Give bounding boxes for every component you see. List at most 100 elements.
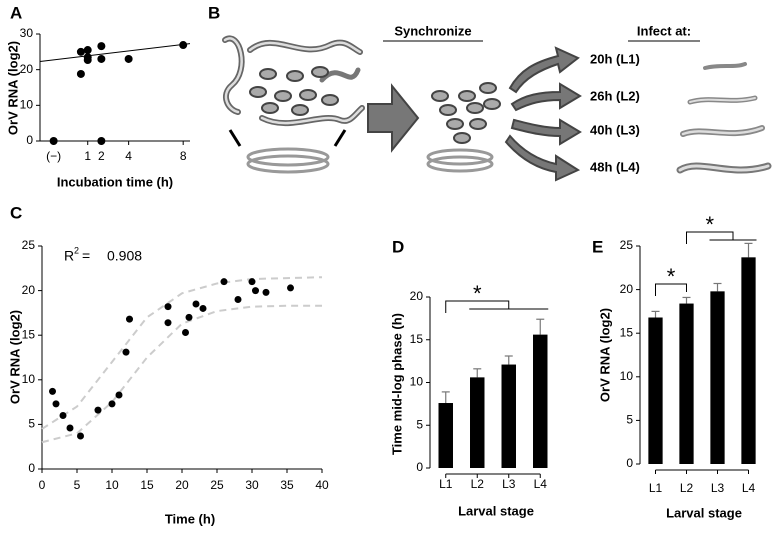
point [185, 313, 193, 321]
y-tick-label: 15 [22, 327, 36, 341]
bar [648, 317, 663, 464]
y-tick-label: 20 [410, 289, 424, 303]
point [76, 47, 85, 56]
significance-bracket [445, 300, 549, 313]
x-tick-label: 0 [39, 478, 46, 492]
point [248, 278, 256, 286]
x-tick-label: 25 [210, 478, 224, 492]
point [192, 300, 200, 308]
y-tick-label: 5 [28, 417, 35, 431]
annotation: 2 [74, 245, 79, 255]
y-tick-label: 15 [410, 332, 424, 346]
significance-label: * [473, 281, 482, 306]
point [77, 432, 84, 440]
y-axis-title: OrV RNA (log2) [7, 310, 22, 404]
x-axis-title: Incubation time (h) [57, 174, 173, 189]
bar [438, 403, 453, 468]
y-axis-title: OrV RNA (log2) [5, 41, 20, 135]
x-tick-label: 8 [180, 149, 187, 163]
point [179, 41, 188, 50]
y-tick-label: 25 [22, 238, 36, 252]
point [97, 42, 106, 51]
significance-bracket [686, 231, 757, 244]
y-tick-label: 20 [20, 62, 34, 76]
y-axis-title: Time mid-log phase (h) [389, 313, 404, 455]
stage-label: 40h (L3) [590, 122, 640, 137]
petri-dishes [246, 147, 494, 174]
panel-letter: A [10, 3, 22, 22]
panel-letter: C [10, 203, 22, 222]
panel-letter: B [208, 3, 220, 22]
y-tick-label: 0 [28, 461, 35, 475]
eggs [249, 66, 501, 144]
point [76, 69, 85, 78]
x-tick-label: L2 [471, 477, 485, 491]
bar [741, 257, 756, 464]
fit-line [41, 276, 323, 430]
point [97, 54, 106, 63]
x-tick-label: L3 [502, 477, 516, 491]
point [252, 287, 259, 295]
x-tick-label: 20 [175, 478, 189, 492]
y-tick-label: 10 [410, 375, 424, 389]
x-tick-label: 35 [280, 478, 294, 492]
point [124, 54, 133, 63]
point [234, 296, 242, 304]
arrow [367, 83, 420, 153]
funnel-line [333, 129, 347, 147]
y-tick-label: 0 [26, 133, 33, 147]
x-axis-title: Time (h) [165, 511, 215, 526]
y-tick-label: 0 [416, 460, 423, 474]
funnel-line [228, 129, 242, 147]
x-tick-label: L2 [680, 481, 694, 495]
diagram-b: B Synchronize Infect at: 20h (L1) 26h (L… [208, 3, 772, 182]
x-axis-title: Larval stage [458, 503, 534, 518]
point [126, 315, 133, 323]
y-tick-label: 10 [620, 369, 634, 383]
x-tick-label: 40 [315, 478, 329, 492]
panel-letter: E [592, 237, 603, 256]
point [164, 303, 172, 311]
annotation: R [64, 248, 74, 264]
annotation: 0.908 [107, 248, 142, 264]
y-tick-label: 10 [20, 98, 34, 112]
point [287, 284, 294, 292]
x-tick-label: 15 [140, 478, 154, 492]
x-tick-label: 1 [84, 149, 91, 163]
x-tick-label: 10 [105, 478, 119, 492]
point [199, 304, 207, 312]
point [262, 288, 270, 296]
y-tick-label: 30 [20, 26, 34, 40]
bar [533, 334, 548, 468]
point [83, 56, 92, 65]
x-tick-label: 4 [125, 149, 132, 163]
y-tick-label: 0 [626, 456, 633, 470]
bar [470, 377, 485, 468]
point [220, 278, 228, 286]
point [94, 406, 102, 414]
y-tick-label: 20 [22, 283, 36, 297]
point [66, 424, 74, 432]
y-tick-label: 5 [416, 417, 423, 431]
fit-line [39, 43, 191, 62]
y-tick-label: 15 [620, 325, 634, 339]
step-label: Infect at: [637, 23, 691, 38]
point [97, 137, 106, 145]
y-tick-label: 20 [620, 282, 634, 296]
y-tick-label: 10 [22, 372, 36, 386]
y-tick-label: 5 [626, 413, 633, 427]
bar [501, 364, 516, 468]
panel-letter: D [392, 237, 404, 256]
stage-label: 20h (L1) [590, 51, 640, 66]
point [52, 400, 60, 408]
stage-label: 26h (L2) [590, 88, 640, 103]
annotation: = [82, 248, 90, 264]
y-tick-label: 25 [620, 238, 634, 252]
point [115, 391, 123, 399]
significance-bracket [655, 283, 687, 296]
x-tick-label: L4 [534, 477, 548, 491]
x-tick-label: 30 [245, 478, 259, 492]
y-axis-title: OrV RNA (log2) [597, 308, 612, 402]
point [59, 411, 67, 419]
